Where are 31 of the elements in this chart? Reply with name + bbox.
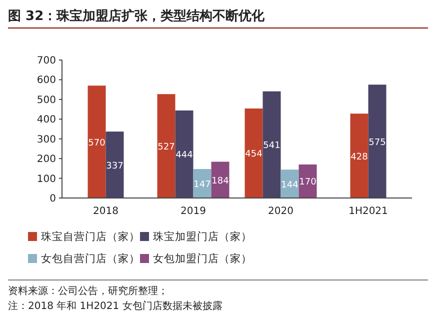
data-label: 337 (106, 161, 124, 172)
y-tick-label: 700 (36, 56, 56, 66)
x-tick-label: 1H2021 (348, 206, 388, 217)
data-label: 541 (263, 141, 280, 152)
data-label: 184 (212, 176, 230, 186)
data-label: 454 (245, 150, 263, 160)
data-label: 428 (350, 152, 368, 162)
text: 资料来源：公司公告，研究所整理； (8, 285, 168, 297)
y-tick-label: 500 (36, 94, 56, 106)
y-tick-label: 100 (36, 174, 56, 185)
x-tick-label: 2019 (180, 206, 206, 217)
data-label: 575 (368, 138, 386, 148)
data-label: 170 (299, 178, 317, 188)
y-tick-label: 0 (50, 194, 56, 204)
data-label: 444 (176, 150, 194, 161)
y-tick-label: 300 (36, 134, 56, 146)
data-label: 144 (281, 180, 299, 190)
title: 图 32：珠宝加盟店扩张，类型结构不断优化 (8, 9, 265, 24)
text: 注：2018 年和 1H2021 女包门店数据未被披露 (8, 300, 222, 312)
y-tick-label: 400 (36, 114, 56, 126)
legend-label: 女包自营门店（家） (41, 252, 140, 265)
data-label: 527 (158, 142, 175, 153)
data-label: 147 (194, 180, 211, 190)
data-label: 570 (88, 138, 106, 148)
legend-label: 珠宝加盟门店（家） (153, 230, 252, 243)
legend-label: 珠宝自营门店（家） (41, 230, 140, 243)
y-tick-label: 200 (36, 154, 56, 166)
y-tick-label: 600 (36, 75, 56, 86)
legend-label: 女包加盟门店（家） (153, 252, 252, 265)
x-tick-label: 2020 (268, 206, 294, 217)
x-tick-label: 2018 (93, 206, 118, 217)
